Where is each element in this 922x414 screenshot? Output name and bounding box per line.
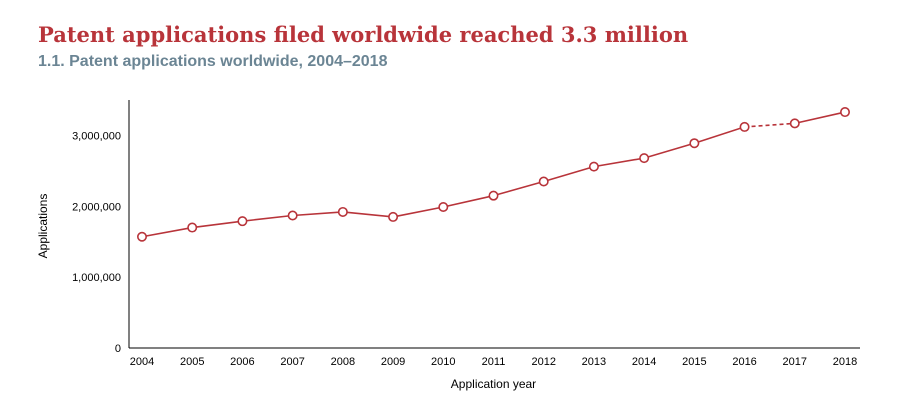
data-point <box>237 216 248 227</box>
x-tick-label: 2015 <box>682 356 706 368</box>
axes <box>128 100 860 349</box>
series-line-segment <box>443 194 494 208</box>
y-tick-label: 0 <box>115 343 121 355</box>
data-point <box>438 201 449 212</box>
series-line-segment <box>292 211 343 217</box>
series-points <box>137 107 850 242</box>
x-tick-label: 2018 <box>833 356 857 368</box>
data-point <box>137 231 148 242</box>
x-tick-label: 2013 <box>582 356 606 368</box>
series-line-segment <box>141 226 193 238</box>
x-tick-label: 2017 <box>783 356 807 368</box>
data-point <box>639 153 650 164</box>
series-line-segment <box>342 211 394 218</box>
series-line-segment <box>192 220 243 229</box>
series-line-segment <box>493 180 544 197</box>
series-line-segment <box>242 214 293 222</box>
y-axis-title: Applications <box>36 194 50 259</box>
x-tick-label: 2005 <box>180 356 204 368</box>
data-point <box>337 206 348 217</box>
series-line-segment <box>543 165 595 183</box>
series-line-segment <box>643 142 695 159</box>
series-lines <box>141 111 846 238</box>
data-point <box>588 161 599 172</box>
data-point <box>287 210 298 221</box>
series-line-segment <box>593 157 645 168</box>
data-point <box>689 138 700 149</box>
series-line-segment <box>744 122 795 128</box>
data-point <box>789 118 800 129</box>
x-axis-title: Application year <box>451 377 536 391</box>
series-line-segment <box>392 206 444 218</box>
x-tick-label: 2014 <box>632 356 656 368</box>
data-point <box>187 222 198 233</box>
series-line-segment <box>694 126 745 144</box>
x-tick-label: 2007 <box>280 356 304 368</box>
x-tick-label: 2010 <box>431 356 455 368</box>
chart-title: Patent applications filed worldwide reac… <box>38 22 689 47</box>
y-tick-label: 2,000,000 <box>72 201 121 213</box>
x-tick-label: 2016 <box>732 356 756 368</box>
x-tick-label: 2011 <box>482 356 506 368</box>
x-tick-labels: 2004 2005 2006 2007 2008 2009 2010 2011 2012 2013… <box>130 356 857 368</box>
y-tick-label: 1,000,000 <box>72 272 121 284</box>
x-tick-label: 2008 <box>331 356 355 368</box>
series-line-segment <box>794 111 846 125</box>
x-tick-label: 2009 <box>381 356 405 368</box>
data-point <box>538 176 549 187</box>
data-point <box>739 121 750 132</box>
data-point <box>839 107 850 118</box>
x-tick-label: 2012 <box>531 356 555 368</box>
x-tick-label: 2006 <box>230 356 254 368</box>
data-point <box>488 190 499 201</box>
x-tick-label: 2004 <box>130 356 154 368</box>
y-tick-labels: 0 1,000,000 2,000,000 3,000,000 <box>72 130 121 355</box>
y-tick-label: 3,000,000 <box>72 130 121 142</box>
chart-subtitle: 1.1. Patent applications worldwide, 2004… <box>38 53 388 70</box>
data-point <box>388 211 399 222</box>
